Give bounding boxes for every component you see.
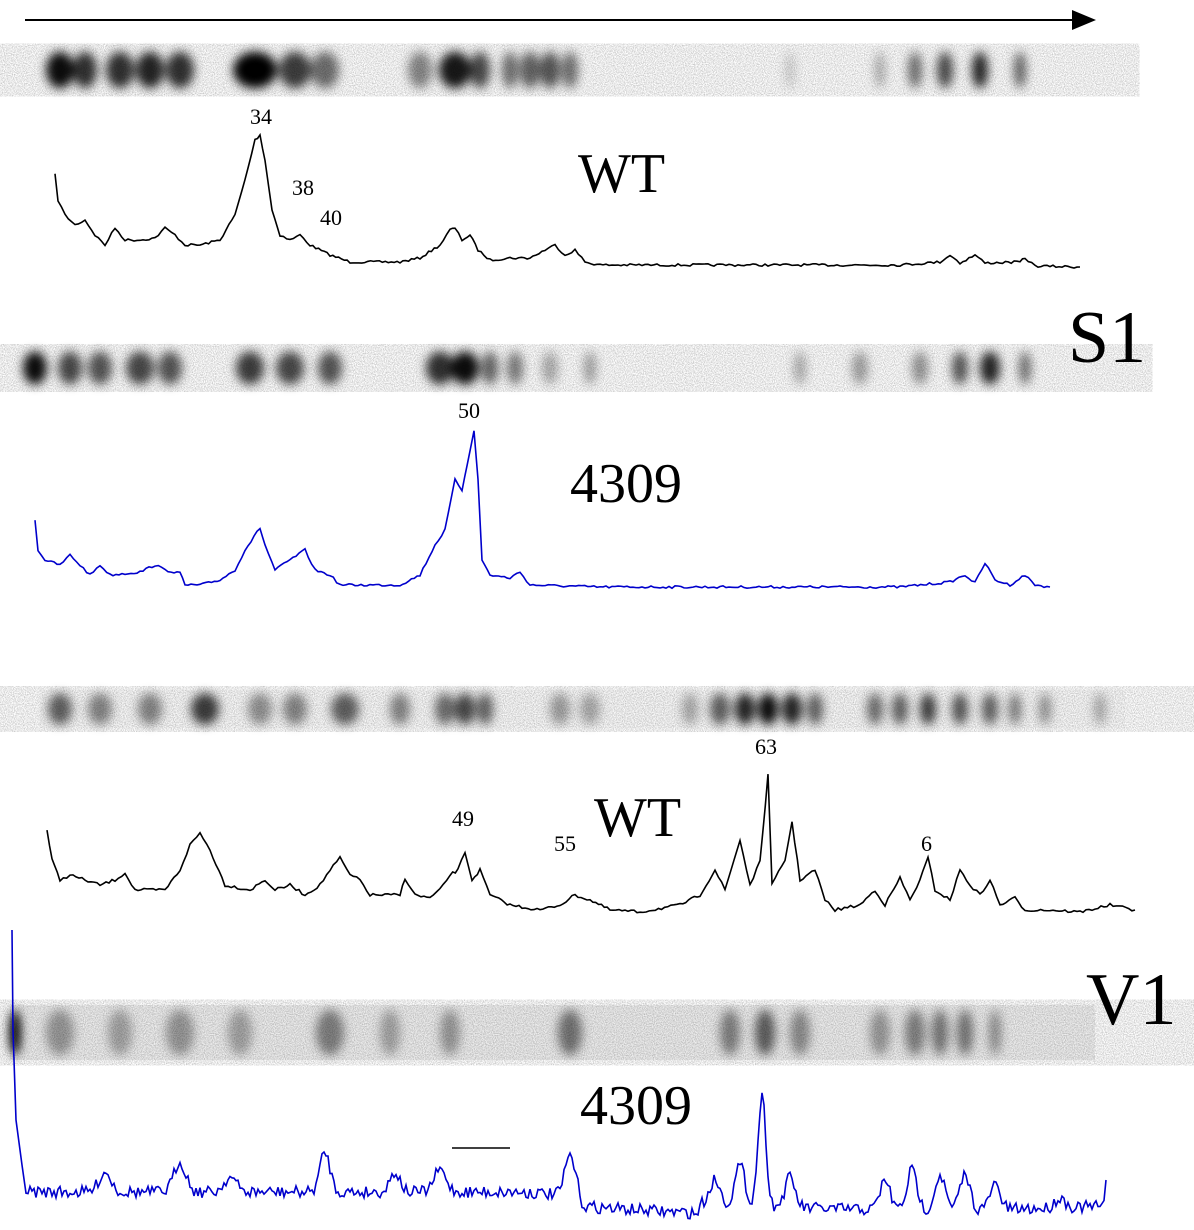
- peak-label: 63: [755, 734, 777, 759]
- peak-label: 38: [292, 175, 314, 200]
- peak-label: 50: [458, 398, 480, 423]
- lane-label: 4309: [580, 1075, 692, 1137]
- peak-label: 6: [921, 831, 932, 856]
- trace: [54, 132, 1081, 269]
- panel-label: V1: [1086, 959, 1176, 1041]
- lane-label: WT: [578, 143, 665, 205]
- peak-label: 34: [250, 104, 272, 129]
- peak-label: 55: [554, 831, 576, 856]
- peak-label: 49: [452, 806, 474, 831]
- trace: [46, 774, 1136, 914]
- lane-label: WT: [594, 787, 681, 849]
- arrow-head: [1072, 10, 1096, 30]
- gel-grain: [10, 1005, 1095, 1060]
- gel-grain: [40, 690, 1125, 728]
- gel-grain: [25, 348, 1050, 388]
- peak-label: 40: [320, 205, 342, 230]
- panel-label: S1: [1068, 297, 1146, 379]
- trace: [34, 430, 1051, 590]
- lane-label: 4309: [570, 453, 682, 515]
- trace: [11, 929, 1107, 1220]
- gel-grain: [48, 48, 1040, 92]
